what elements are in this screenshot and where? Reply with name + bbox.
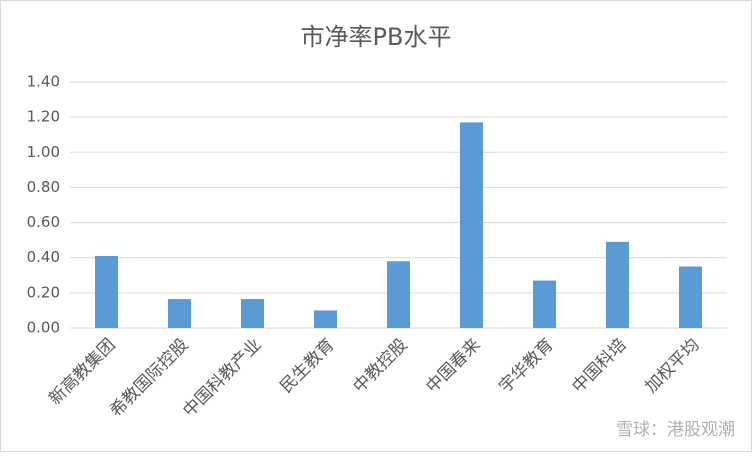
bar <box>95 255 118 328</box>
y-tick-label: 0.60 <box>27 213 60 231</box>
bar <box>679 266 702 328</box>
y-tick-label: 0.00 <box>27 319 60 337</box>
bar <box>168 299 191 328</box>
y-tick-label: 0.40 <box>27 248 60 266</box>
y-tick-label: 1.00 <box>27 143 60 161</box>
bar <box>533 280 556 328</box>
y-tick-label: 1.40 <box>27 73 60 91</box>
bar <box>460 122 483 329</box>
bar <box>606 241 629 328</box>
y-tick-label: 0.20 <box>27 283 60 301</box>
bar <box>241 299 264 328</box>
bar <box>314 310 337 328</box>
watermark: 雪球：港股观潮 <box>616 420 735 440</box>
bar <box>387 261 410 328</box>
y-tick-label: 0.80 <box>27 178 60 196</box>
chart-title: 市净率PB水平 <box>301 23 452 51</box>
y-tick-label: 1.20 <box>27 108 60 126</box>
